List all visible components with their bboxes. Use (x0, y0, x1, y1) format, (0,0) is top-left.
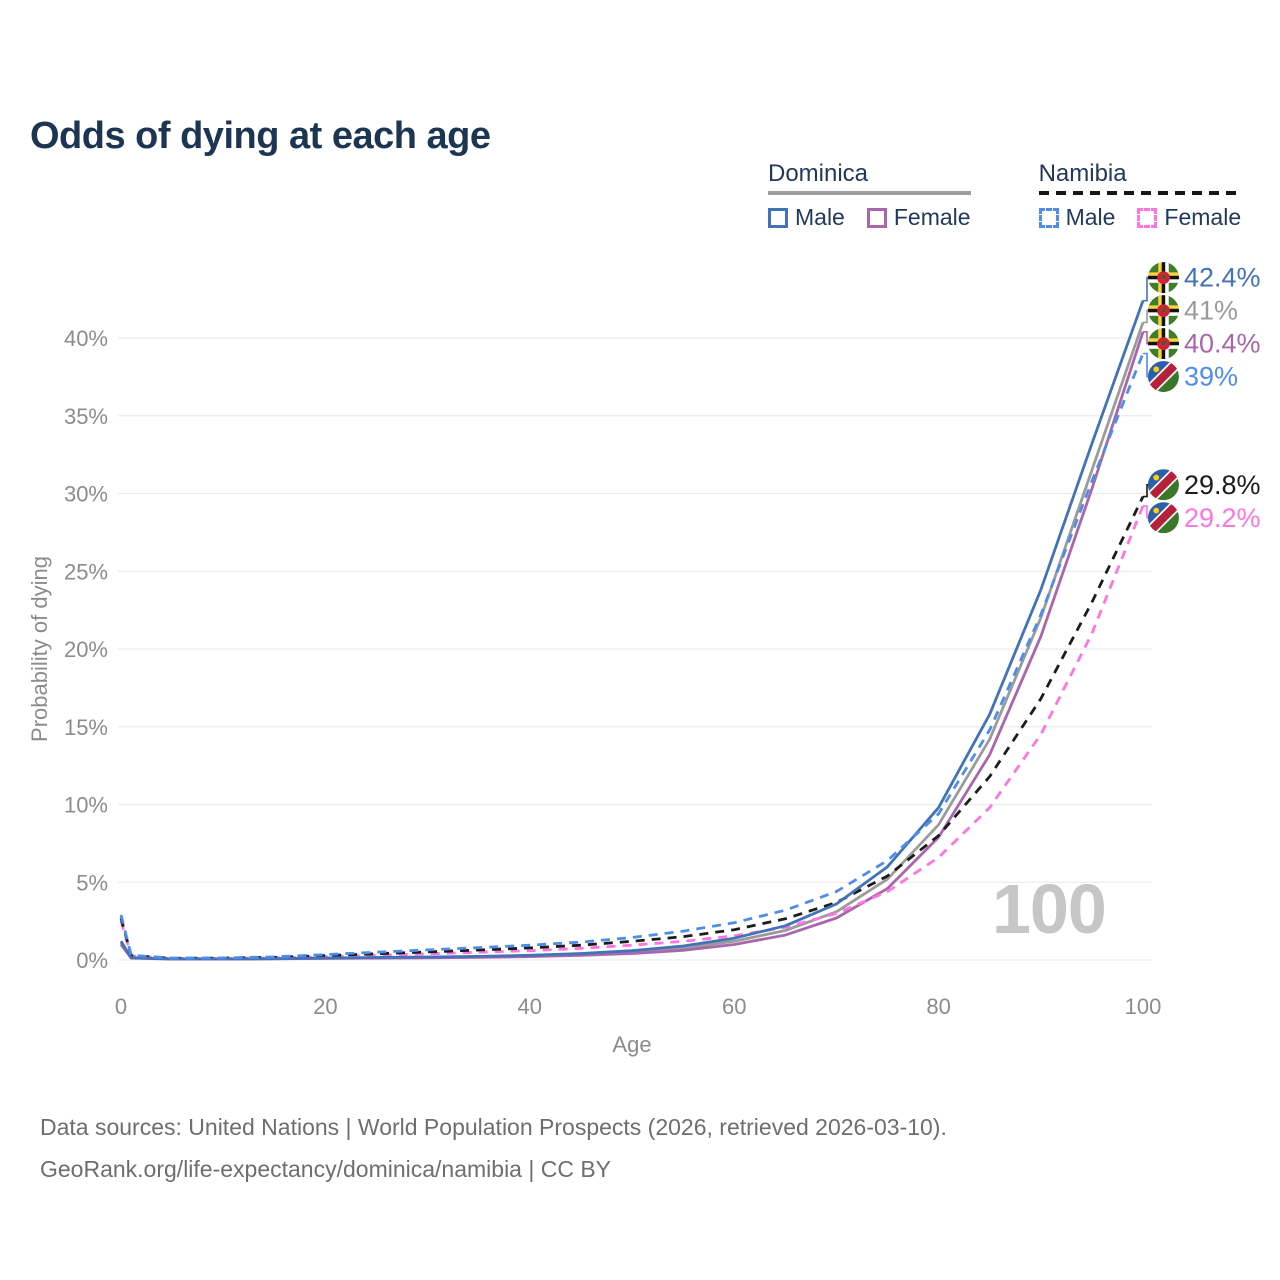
footer: Data sources: United Nations | World Pop… (40, 1106, 947, 1190)
legend-item-label: Male (795, 204, 845, 230)
y-axis-title: Probability of dying (27, 556, 52, 742)
legend-item-dominica-male[interactable]: Male (768, 204, 845, 231)
series-line-namibia-both (119, 495, 1145, 960)
y-tick-label: 30% (64, 482, 108, 507)
page-title: Odds of dying at each age (30, 115, 491, 158)
female-swatch-icon (866, 207, 887, 228)
dominica-linestyle-icon (768, 191, 971, 195)
x-tick-label: 100 (1125, 994, 1162, 1019)
legend: Dominica Male Female Namibia Male (768, 160, 1242, 231)
end-label-dominica-female: 40.4% (1184, 329, 1261, 359)
age-counter-watermark: 100 (992, 870, 1107, 948)
gridlines (118, 337, 1152, 961)
y-tick-label: 0% (76, 948, 108, 973)
y-tick-label: 10% (64, 793, 108, 818)
end-label-dominica-male: 42.4% (1184, 263, 1261, 293)
y-tick-label: 40% (64, 326, 108, 351)
y-tick-label: 35% (64, 404, 108, 429)
y-tick-label: 15% (64, 715, 108, 740)
series-lines (119, 300, 1145, 961)
end-label-namibia-male: 39% (1184, 362, 1238, 392)
end-label-namibia-female: 29.2% (1184, 503, 1261, 533)
y-tick-label: 5% (76, 870, 108, 895)
x-tick-label: 80 (926, 994, 950, 1019)
legend-country-label: Dominica (768, 160, 869, 187)
series-line-namibia-female (119, 505, 1145, 960)
female-swatch-icon (1137, 207, 1158, 228)
legend-group-dominica: Dominica Male Female (768, 160, 971, 231)
attribution-line: GeoRank.org/life-expectancy/dominica/nam… (40, 1156, 612, 1182)
legend-item-namibia-male[interactable]: Male (1038, 204, 1116, 231)
male-swatch-icon (1038, 207, 1059, 228)
x-axis-title: Age (612, 1032, 651, 1057)
y-tick-label: 25% (64, 559, 108, 584)
namibia-linestyle-icon (1038, 191, 1242, 195)
legend-item-label: Female (893, 204, 971, 230)
series-line-dominica-male (119, 300, 1145, 961)
namibia-flag-icon (1148, 469, 1179, 500)
series-line-dominica-both (119, 321, 1145, 961)
x-tick-label: 60 (722, 994, 746, 1019)
end-labels: 42.4%41%40.4%39% 29.8%29.2% (1143, 262, 1261, 533)
namibia-flag-icon (1148, 361, 1179, 392)
data-sources-line: Data sources: United Nations | World Pop… (40, 1114, 947, 1140)
legend-item-namibia-female[interactable]: Female (1137, 204, 1241, 231)
legend-country-namibia[interactable]: Namibia (1038, 160, 1242, 195)
end-label-namibia-both: 29.8% (1184, 470, 1261, 500)
legend-item-label: Male (1065, 204, 1116, 230)
end-label-dominica-both: 41% (1184, 296, 1238, 326)
dominica-flag-icon (1148, 328, 1179, 359)
legend-item-dominica-female[interactable]: Female (866, 204, 971, 231)
male-swatch-icon (768, 207, 788, 228)
legend-group-namibia: Namibia Male Female (1038, 160, 1242, 231)
dominica-flag-icon (1148, 295, 1179, 326)
namibia-flag-icon (1148, 502, 1179, 533)
legend-country-dominica[interactable]: Dominica (768, 160, 971, 195)
axis-ticks: 0% 5% 10% 15% 20% 25% 30% 35% 40% 0 20 40 60 80 100 (64, 326, 1161, 1019)
x-tick-label: 40 (518, 994, 542, 1019)
x-tick-label: 20 (313, 994, 337, 1019)
legend-country-label: Namibia (1038, 160, 1127, 187)
series-line-namibia-male (119, 352, 1145, 960)
series-line-dominica-female (119, 331, 1145, 961)
x-tick-label: 0 (115, 994, 127, 1019)
dominica-flag-icon (1148, 262, 1179, 293)
legend-item-label: Female (1164, 204, 1242, 230)
y-tick-label: 20% (64, 637, 108, 662)
